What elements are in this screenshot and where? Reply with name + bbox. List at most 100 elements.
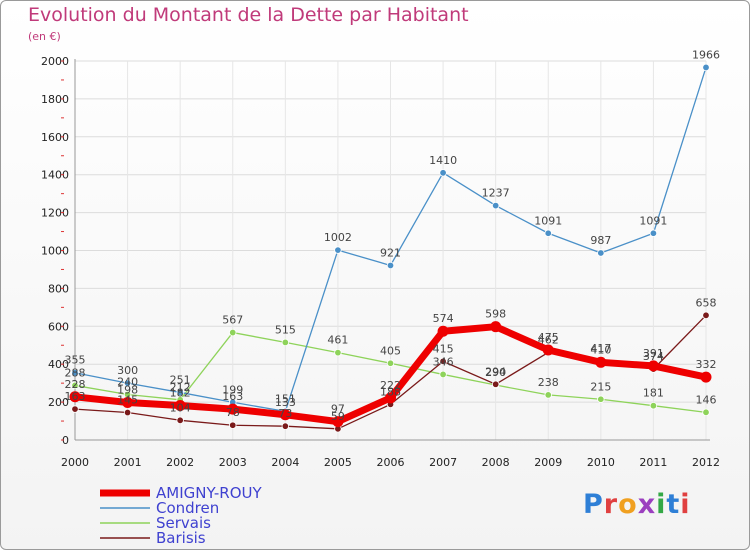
- value-label-barisis-2011: 374: [643, 350, 664, 363]
- point-servais-2003: [229, 328, 237, 337]
- point-amigny-rouy-2002: [174, 400, 186, 412]
- value-label-servais-2009: 238: [538, 376, 559, 389]
- point-servais-2012: [702, 408, 710, 417]
- point-condren-2012: [702, 63, 710, 72]
- value-label-amigny-rouy-2001: 198: [117, 383, 138, 396]
- value-label-barisis-2004: 73: [278, 407, 292, 420]
- value-label-servais-2007: 346: [433, 355, 454, 368]
- axes: 0 200 400 600 800 1000 1200 1400 1600 1800 2000 200…: [41, 55, 720, 469]
- value-label-barisis-2000: 163: [65, 390, 86, 403]
- value-label-servais-2000: 288: [65, 366, 86, 379]
- value-label-amigny-rouy-2011: 391: [643, 347, 664, 360]
- point-amigny-rouy-2000: [69, 391, 81, 403]
- y-tick-label-1200: 1200: [41, 207, 69, 220]
- chart-subtitle: (en €): [28, 30, 61, 43]
- value-label-amigny-rouy-2009: 475: [538, 331, 559, 344]
- x-tick-label-2008: 2008: [482, 456, 510, 469]
- x-tick-label-2007: 2007: [429, 456, 457, 469]
- value-label-condren-2000: 355: [65, 354, 86, 367]
- value-label-barisis-2009: 462: [538, 333, 559, 346]
- value-label-amigny-rouy-2008: 598: [485, 308, 506, 321]
- logo-letter: r: [603, 489, 619, 520]
- value-label-condren-2008: 1237: [482, 187, 510, 200]
- value-label-barisis-2006: 188: [380, 385, 401, 398]
- point-barisis-2003: [229, 421, 237, 429]
- value-labels: 228 198 182 163 133 97 222 574 598 475 410 391 332 35…: [65, 48, 721, 422]
- point-servais-2005: [334, 348, 342, 357]
- point-barisis-2004: [281, 422, 290, 430]
- value-label-barisis-2001: 145: [117, 394, 138, 407]
- point-barisis-2008: [491, 380, 500, 388]
- point-amigny-rouy-2001: [122, 396, 134, 408]
- value-label-servais-2002: 212: [170, 381, 191, 394]
- value-label-servais-2012: 146: [696, 393, 717, 406]
- y-tick-label-600: 600: [48, 320, 69, 333]
- point-condren-2001: [123, 379, 132, 387]
- value-label-amigny-rouy-2006: 222: [380, 379, 401, 392]
- value-label-condren-2004: 151: [275, 392, 296, 405]
- x-tick-label-2003: 2003: [219, 456, 247, 469]
- x-tick-label-2002: 2002: [166, 456, 194, 469]
- logo-letter: o: [618, 489, 638, 520]
- point-servais-2011: [649, 402, 658, 410]
- series: [69, 63, 712, 433]
- point-servais-2006: [386, 359, 395, 367]
- y-tick-label-1800: 1800: [41, 93, 69, 106]
- point-amigny-rouy-2010: [595, 356, 607, 368]
- value-label-amigny-rouy-2012: 332: [696, 358, 717, 371]
- value-label-condren-2002: 251: [170, 373, 191, 386]
- point-amigny-rouy-2012: [700, 371, 712, 383]
- value-label-condren-2010: 987: [590, 234, 611, 247]
- point-barisis-2001: [123, 408, 132, 417]
- value-label-servais-2011: 181: [643, 387, 664, 400]
- value-label-barisis-2012: 658: [696, 296, 717, 309]
- value-label-amigny-rouy-2010: 410: [590, 343, 611, 356]
- point-amigny-rouy-2005: [332, 416, 344, 428]
- value-label-barisis-2007: 415: [433, 342, 454, 355]
- point-servais-2009: [544, 391, 552, 399]
- point-amigny-rouy-2006: [385, 392, 396, 404]
- value-label-condren-2011: 1091: [639, 214, 667, 227]
- point-condren-2009: [544, 229, 552, 237]
- value-label-servais-2010: 215: [590, 380, 611, 393]
- point-barisis-2000: [71, 405, 79, 413]
- point-condren-2007: [439, 169, 447, 177]
- x-tick-label-2001: 2001: [114, 456, 142, 469]
- value-label-servais-2003: 567: [222, 314, 243, 327]
- y-tick-label-1400: 1400: [41, 169, 69, 182]
- point-barisis-2002: [176, 416, 184, 424]
- value-label-condren-2009: 1091: [534, 214, 562, 227]
- point-condren-2002: [176, 388, 184, 397]
- value-label-barisis-2010: 417: [590, 342, 611, 355]
- x-tick-label-2000: 2000: [61, 456, 89, 469]
- point-servais-2004: [281, 338, 290, 347]
- x-tick-label-2010: 2010: [587, 456, 615, 469]
- point-amigny-rouy-2004: [279, 409, 291, 421]
- value-label-servais-2001: 240: [117, 376, 138, 389]
- y-tick-label-200: 200: [48, 396, 69, 409]
- value-label-amigny-rouy-2002: 182: [170, 387, 191, 400]
- value-label-condren-2006: 921: [380, 246, 401, 259]
- point-amigny-rouy-2003: [227, 403, 239, 415]
- proxiti-logo: Proxiti: [583, 489, 691, 520]
- y-tick-label-2000: 2000: [41, 55, 69, 68]
- point-amigny-rouy-2011: [647, 360, 659, 372]
- point-servais-2010: [597, 395, 605, 403]
- point-amigny-rouy-2009: [542, 344, 554, 356]
- value-label-amigny-rouy-2000: 228: [65, 378, 86, 391]
- point-amigny-rouy-2008: [490, 321, 502, 333]
- logo-letter: t: [666, 489, 681, 520]
- value-label-condren-2012: 1966: [692, 48, 720, 61]
- value-label-servais-2006: 405: [380, 344, 401, 357]
- x-tick-label-2011: 2011: [639, 456, 667, 469]
- value-label-amigny-rouy-2003: 163: [222, 390, 243, 403]
- point-amigny-rouy-2007: [437, 325, 449, 337]
- logo-letter: P: [583, 489, 604, 520]
- x-tick-label-2006: 2006: [377, 456, 405, 469]
- point-condren-2011: [649, 229, 658, 237]
- x-tick-label-2004: 2004: [271, 456, 299, 469]
- legend-label-amigny-rouy: AMIGNY-ROUY: [156, 484, 262, 502]
- legend-label-condren: Condren: [156, 499, 219, 517]
